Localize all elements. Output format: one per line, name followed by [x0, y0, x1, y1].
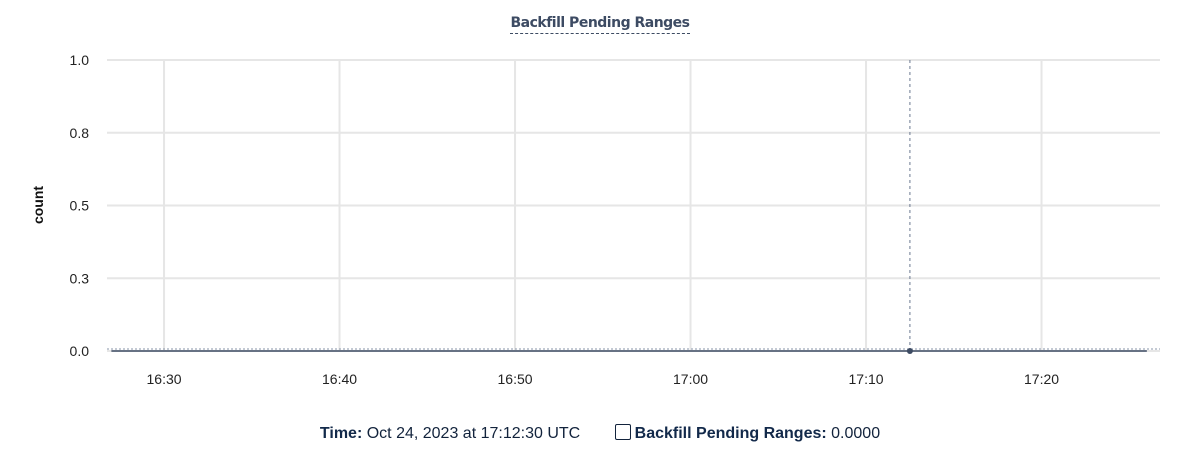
series-toggle-checkbox[interactable] [614, 424, 631, 440]
x-tick-label: 17:20 [1024, 371, 1059, 387]
chart-title[interactable]: Backfill Pending Ranges [510, 15, 690, 34]
chart-title-wrap: Backfill Pending Ranges [0, 14, 1200, 34]
y-tick-label: 1.0 [70, 52, 90, 68]
x-tick-label: 16:40 [322, 371, 357, 387]
time-value: Oct 24, 2023 at 17:12:30 UTC [366, 425, 581, 442]
series-value: 0.0000 [831, 425, 881, 442]
y-tick-label: 0.3 [70, 270, 90, 286]
x-tick-label: 16:30 [147, 371, 182, 387]
x-tick-label: 17:10 [849, 371, 884, 387]
hover-point [906, 348, 913, 354]
x-tick-label: 17:00 [673, 371, 708, 387]
y-axis-label: count [30, 186, 46, 224]
time-label: Time: [319, 425, 363, 442]
series-label: Backfill Pending Ranges: [634, 425, 827, 442]
y-tick-label: 0.5 [70, 198, 90, 214]
y-tick-label: 0.8 [70, 125, 90, 141]
hover-legend: Time: Oct 24, 2023 at 17:12:30 UTC Backf… [0, 424, 1200, 443]
x-tick-label: 16:50 [498, 371, 533, 387]
y-tick-label: 0.0 [70, 343, 90, 359]
